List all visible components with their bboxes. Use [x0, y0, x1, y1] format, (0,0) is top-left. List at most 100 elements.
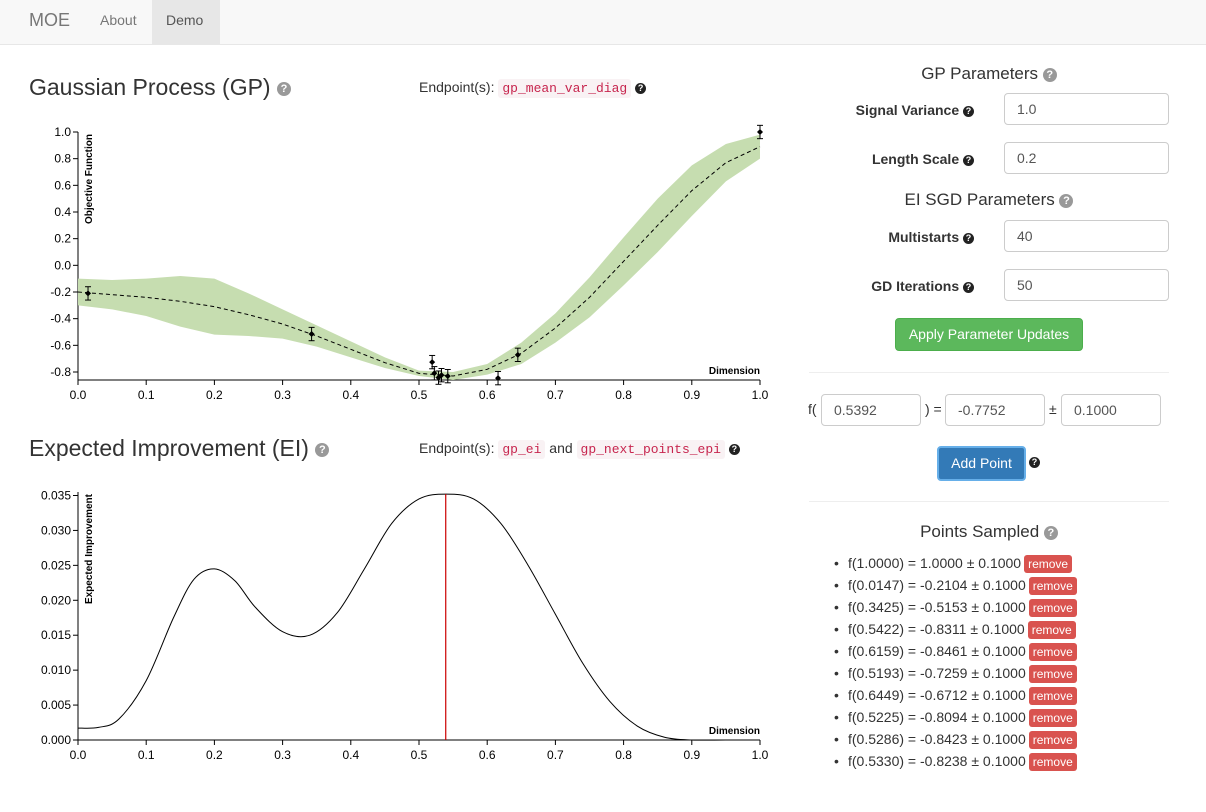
remove-button[interactable]: remove: [1028, 687, 1077, 705]
y-tick-label: 0.035: [41, 488, 71, 502]
x-tick-label: 0.5: [411, 748, 428, 762]
ei-line: [77, 493, 760, 741]
multistarts-input[interactable]: 40: [1004, 220, 1169, 252]
y-tick-label: 1.0: [54, 125, 71, 139]
help-icon[interactable]: ?: [1059, 193, 1074, 208]
remove-button[interactable]: remove: [1024, 555, 1073, 573]
multistarts-label-text: Multistarts: [888, 229, 960, 245]
y-tick-label: -0.2: [50, 285, 71, 299]
help-icon[interactable]: ?: [963, 232, 974, 244]
y-tick-label: 0.015: [41, 628, 71, 642]
remove-button[interactable]: remove: [1027, 621, 1076, 639]
gd-iterations-input[interactable]: 50: [1004, 269, 1169, 301]
new-point-noise-input[interactable]: 0.1000: [1061, 394, 1161, 426]
point-text: f(0.5225) = -0.8094 ± 0.1000: [848, 709, 1026, 725]
navbar: MOE About Demo: [0, 0, 1206, 45]
y-axis-label: Expected Improvement: [84, 493, 95, 604]
multistarts-label: Multistarts ?: [809, 229, 974, 245]
gp-section-title: Gaussian Process (GP) ?: [29, 74, 291, 101]
remove-button[interactable]: remove: [1028, 731, 1077, 749]
remove-button[interactable]: remove: [1028, 709, 1077, 727]
help-icon[interactable]: ?: [1042, 67, 1057, 82]
y-tick-label: 0.010: [41, 663, 71, 677]
ei-endpoints: Endpoint(s): gp_ei and gp_next_points_ep…: [419, 440, 740, 459]
point-text: f(0.5193) = -0.7259 ± 0.1000: [848, 665, 1026, 681]
help-icon[interactable]: ?: [276, 81, 291, 96]
gp-title: Gaussian Process (GP): [29, 74, 271, 100]
x-tick-label: 0.3: [274, 388, 291, 402]
point-text: f(0.5422) = -0.8311 ± 0.1000: [848, 621, 1025, 637]
nav-about[interactable]: About: [100, 12, 137, 28]
help-icon[interactable]: ?: [963, 281, 974, 293]
sample-point: [495, 375, 502, 382]
sample-point: [757, 129, 763, 135]
y-tick-label: 0.0: [54, 258, 71, 272]
y-tick-label: 0.030: [41, 523, 71, 537]
x-tick-label: 0.1: [138, 388, 155, 402]
x-axis-label: Dimension: [709, 726, 760, 737]
gd-iterations-label-text: GD Iterations: [871, 278, 960, 294]
new-point-y-input[interactable]: -0.7752: [945, 394, 1045, 426]
add-point-button[interactable]: Add Point: [937, 446, 1026, 481]
endpoint-and: and: [549, 440, 573, 456]
ei-params-title: EI SGD Parameters ?: [809, 190, 1169, 210]
remove-button[interactable]: remove: [1028, 753, 1077, 771]
sample-point: [438, 372, 445, 379]
x-tick-label: 0.8: [615, 388, 632, 402]
x-tick-label: 0.2: [206, 388, 223, 402]
help-icon[interactable]: ?: [963, 105, 974, 117]
x-tick-label: 0.3: [274, 748, 291, 762]
remove-button[interactable]: remove: [1028, 665, 1077, 683]
signal-variance-input[interactable]: 1.0: [1004, 93, 1169, 125]
x-tick-label: 0.6: [479, 748, 496, 762]
x-tick-label: 0.0: [70, 748, 87, 762]
help-icon[interactable]: ?: [1043, 525, 1058, 540]
x-axis-label: Dimension: [709, 366, 760, 377]
sample-point: [85, 290, 92, 297]
x-tick-label: 0.5: [411, 388, 428, 402]
endpoint-code-ei: gp_ei: [498, 440, 546, 459]
remove-button[interactable]: remove: [1028, 577, 1077, 595]
help-icon[interactable]: ?: [635, 82, 647, 94]
sample-point: [514, 351, 521, 358]
remove-button[interactable]: remove: [1028, 643, 1077, 661]
x-tick-label: 0.7: [547, 388, 564, 402]
point-text: f(0.3425) = -0.5153 ± 0.1000: [848, 599, 1026, 615]
sample-point: [429, 359, 436, 366]
endpoint-code: gp_mean_var_diag: [498, 79, 632, 98]
point-text: f(0.5330) = -0.8238 ± 0.1000: [848, 753, 1026, 769]
remove-button[interactable]: remove: [1028, 599, 1077, 617]
point-text: f(0.6159) = -0.8461 ± 0.1000: [848, 643, 1026, 659]
x-tick-label: 0.9: [683, 748, 700, 762]
new-point-x-input[interactable]: 0.5392: [821, 394, 921, 426]
y-tick-label: 0.000: [41, 733, 71, 747]
help-icon[interactable]: ?: [1029, 457, 1040, 468]
endpoint-code-next-points: gp_next_points_epi: [576, 440, 725, 459]
points-sampled-title: Points Sampled ?: [809, 522, 1169, 542]
nav-demo[interactable]: Demo: [152, 0, 220, 44]
gp-params-title: GP Parameters ?: [809, 64, 1169, 84]
sample-point: [431, 370, 438, 377]
help-icon[interactable]: ?: [728, 443, 740, 455]
brand-logo[interactable]: MOE: [29, 10, 71, 30]
equals-label: ) =: [925, 401, 942, 417]
y-tick-label: 0.020: [41, 593, 71, 607]
apply-parameter-updates-button[interactable]: Apply Parameter Updates: [895, 318, 1083, 351]
help-icon[interactable]: ?: [963, 154, 974, 166]
help-icon[interactable]: ?: [315, 442, 330, 457]
y-tick-label: 0.2: [54, 232, 71, 246]
ei-chart: 0.0 0.1 0.2 0.3 0.4 0.5 0.6 0.7 0.8 0.9 1.0 0.000 0.…: [41, 488, 769, 762]
plus-minus-label: ±: [1049, 401, 1057, 417]
length-scale-input[interactable]: 0.2: [1004, 142, 1169, 174]
mean-line: [77, 146, 761, 377]
divider: [809, 372, 1169, 373]
point-text: f(0.6449) = -0.6712 ± 0.1000: [848, 687, 1026, 703]
